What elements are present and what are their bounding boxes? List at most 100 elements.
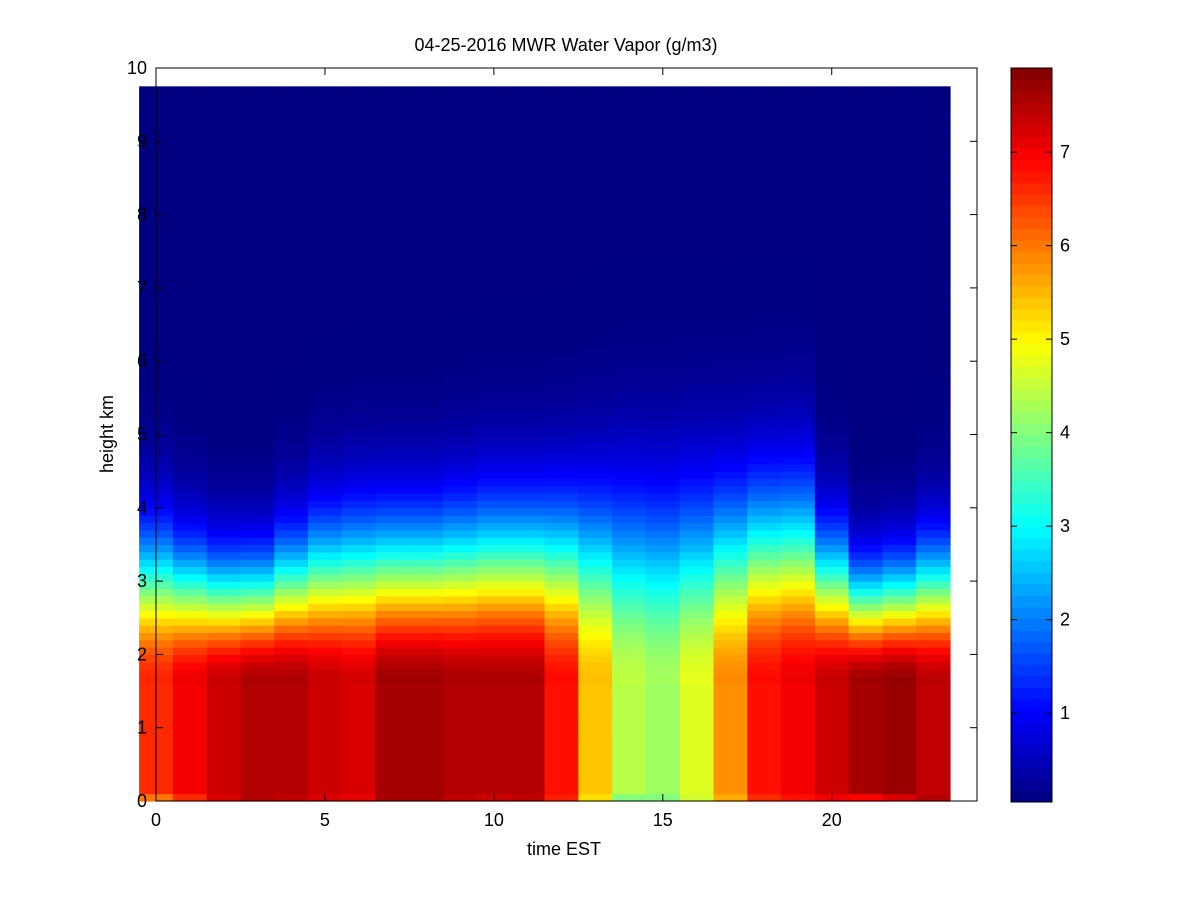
heatmap-cell — [274, 456, 309, 465]
heatmap-cell — [476, 353, 512, 362]
heatmap-cell — [409, 764, 444, 773]
heatmap-cell — [679, 119, 715, 128]
heatmap-cell — [781, 603, 816, 612]
heatmap-cell — [172, 529, 208, 538]
heatmap-cell — [308, 551, 343, 560]
heatmap-cell — [341, 229, 377, 238]
heatmap-cell — [409, 207, 444, 216]
heatmap-cell — [544, 691, 579, 699]
heatmap-cell — [476, 625, 512, 634]
heatmap-cell — [747, 185, 782, 194]
heatmap-cell — [274, 375, 309, 384]
heatmap-cell — [443, 779, 478, 787]
heatmap-cell — [510, 192, 546, 201]
heatmap-cell — [409, 639, 444, 648]
heatmap-cell — [713, 779, 748, 787]
heatmap-cell — [375, 581, 410, 590]
heatmap-cell — [747, 427, 782, 436]
heatmap-cell — [578, 749, 613, 758]
heatmap-cell — [814, 617, 850, 626]
heatmap-cell — [882, 170, 917, 179]
heatmap-cell — [443, 471, 478, 480]
heatmap-cell — [274, 339, 309, 348]
heatmap-cell — [645, 551, 681, 560]
heatmap-cell — [476, 86, 512, 91]
heatmap-cell — [443, 691, 478, 699]
heatmap-cell — [375, 163, 410, 172]
heatmap-cell — [409, 214, 444, 223]
heatmap-cell — [274, 507, 309, 516]
heatmap-cell — [848, 647, 883, 655]
heatmap-cell — [443, 449, 478, 458]
heatmap-cell — [308, 581, 343, 590]
heatmap-cell — [240, 507, 275, 516]
heatmap-cell — [747, 221, 782, 230]
heatmap-cell — [578, 515, 613, 524]
heatmap-cell — [916, 141, 951, 150]
heatmap-cell — [781, 177, 816, 186]
heatmap-cell — [375, 793, 410, 802]
heatmap-cell — [240, 757, 275, 765]
heatmap-cell — [375, 632, 410, 641]
heatmap-cell — [476, 148, 512, 157]
heatmap-cell — [747, 771, 782, 780]
heatmap-cell — [645, 749, 681, 758]
colorbar-segment — [1011, 171, 1052, 184]
heatmap-cell — [645, 779, 681, 787]
heatmap-cell — [882, 177, 917, 186]
heatmap-cell — [510, 500, 546, 509]
heatmap-cell — [375, 661, 410, 670]
heatmap-cell — [848, 786, 883, 795]
heatmap-cell — [476, 243, 512, 252]
heatmap-cell — [510, 515, 546, 524]
heatmap-cell — [747, 573, 782, 582]
heatmap-cell — [747, 104, 782, 113]
heatmap-cell — [240, 705, 275, 714]
heatmap-cell — [308, 779, 343, 787]
heatmap-cell — [578, 302, 613, 311]
heatmap-cell — [578, 485, 613, 494]
heatmap-cell — [274, 735, 309, 743]
heatmap-cell — [713, 485, 748, 494]
heatmap-cell — [172, 610, 208, 619]
heatmap-cell — [781, 375, 816, 384]
heatmap-cell — [240, 170, 275, 179]
heatmap-cell — [409, 229, 444, 238]
heatmap-cell — [443, 485, 478, 494]
heatmap-cell — [240, 603, 275, 612]
heatmap-cell — [882, 742, 917, 751]
heatmap-cell — [713, 603, 748, 612]
heatmap-cell — [713, 742, 748, 751]
heatmap-cell — [341, 559, 377, 568]
heatmap-cell — [679, 133, 715, 142]
heatmap-cell — [476, 742, 512, 751]
heatmap-cell — [308, 236, 343, 245]
heatmap-cell — [882, 133, 917, 142]
heatmap-cell — [645, 155, 681, 164]
heatmap-cell — [206, 287, 242, 296]
y-tick-label: 6 — [137, 351, 147, 371]
heatmap-cell — [341, 757, 377, 765]
heatmap-cell — [375, 199, 410, 208]
heatmap-cell — [308, 683, 343, 692]
heatmap-cell — [510, 397, 546, 406]
heatmap-cell — [544, 449, 579, 458]
heatmap-cell — [375, 507, 410, 516]
heatmap-cell — [781, 163, 816, 172]
heatmap-cell — [544, 258, 579, 267]
heatmap-cell — [443, 368, 478, 377]
heatmap-cell — [341, 214, 377, 223]
heatmap-cell — [781, 617, 816, 626]
heatmap-cell — [240, 632, 275, 641]
heatmap-cell — [240, 163, 275, 172]
heatmap-cell — [612, 280, 647, 289]
heatmap-cell — [341, 573, 377, 582]
heatmap-cell — [510, 764, 546, 773]
heatmap-cell — [578, 86, 613, 91]
heatmap-cell — [882, 713, 917, 721]
heatmap-cell — [916, 214, 951, 223]
heatmap-cell — [781, 97, 816, 106]
heatmap-cell — [544, 434, 579, 443]
heatmap-cell — [713, 434, 748, 443]
heatmap-cell — [848, 214, 883, 223]
